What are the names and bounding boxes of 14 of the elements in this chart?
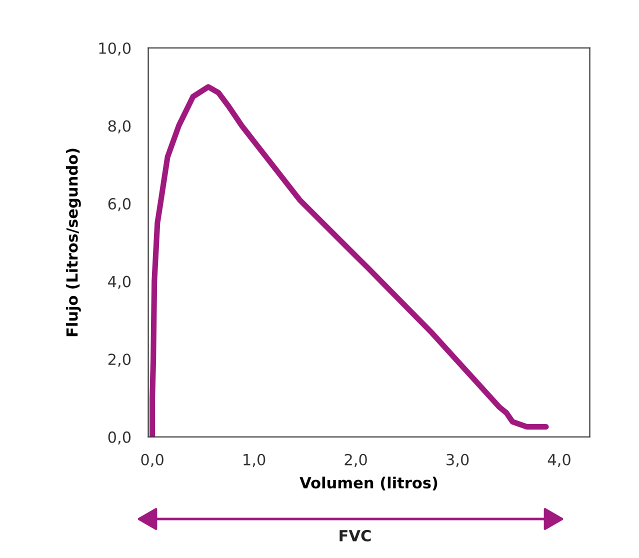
y-tick-label: 0,0 (108, 431, 131, 444)
y-tick-label: 2,0 (108, 354, 131, 367)
y-tick-label: 4,0 (108, 276, 131, 289)
y-tick-label: 6,0 (108, 198, 131, 212)
x-tick-label: 4,0 (548, 454, 570, 467)
y-tick-label: 10,0 (99, 42, 131, 56)
x-tick-label: 1,0 (244, 454, 266, 467)
x-tick-label: 3,0 (446, 454, 469, 467)
x-tick-label: 0,0 (141, 454, 164, 467)
x-axis-title: Volumen (litros) (300, 476, 438, 490)
y-tick-label: 8,0 (108, 120, 131, 134)
x-tick-label: 2,0 (344, 454, 367, 467)
y-axis-title: Flujo (Litros/segundo) (66, 148, 81, 336)
text: FVC (340, 530, 371, 542)
